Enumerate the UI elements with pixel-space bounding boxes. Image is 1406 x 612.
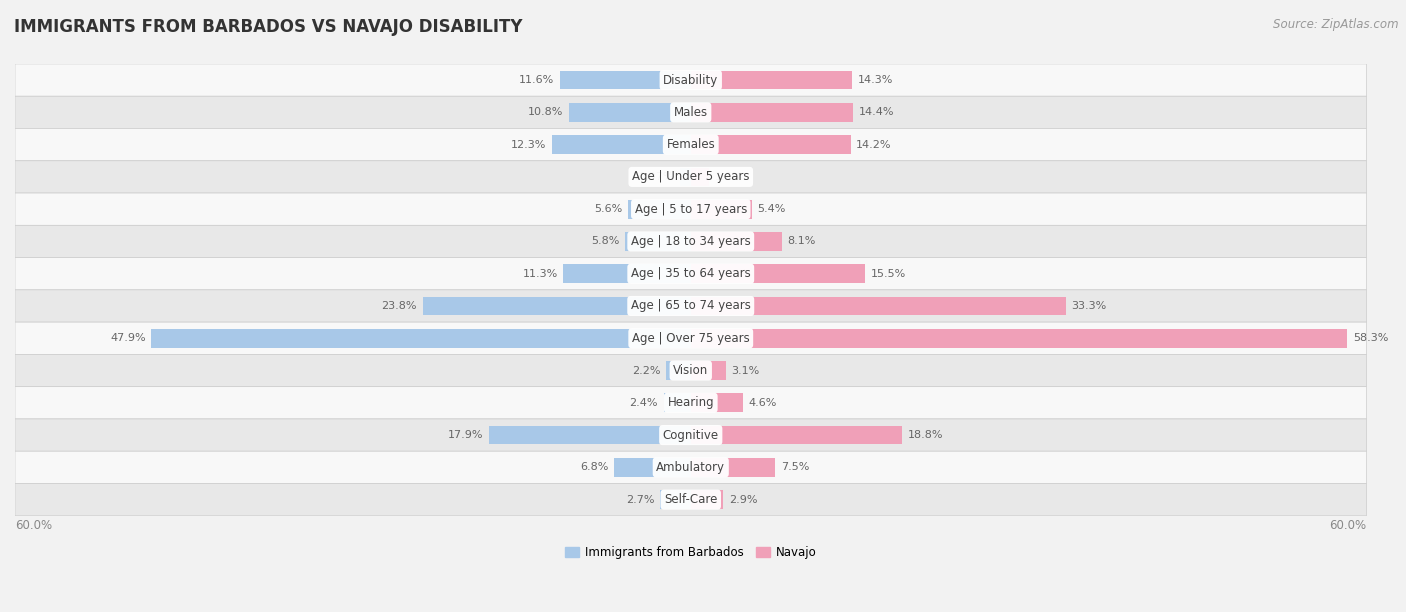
Bar xyxy=(690,103,853,122)
Text: 5.4%: 5.4% xyxy=(758,204,786,214)
Bar xyxy=(627,200,690,218)
Bar xyxy=(690,394,742,412)
FancyBboxPatch shape xyxy=(15,258,1367,290)
Bar xyxy=(690,200,752,218)
Text: 11.6%: 11.6% xyxy=(519,75,554,85)
Text: Age | 65 to 74 years: Age | 65 to 74 years xyxy=(631,299,751,313)
Bar xyxy=(690,490,724,509)
Bar xyxy=(681,168,690,186)
Bar xyxy=(152,329,690,348)
FancyBboxPatch shape xyxy=(15,419,1367,451)
FancyBboxPatch shape xyxy=(15,129,1367,161)
Bar xyxy=(569,103,690,122)
Bar xyxy=(690,135,851,154)
FancyBboxPatch shape xyxy=(15,322,1367,354)
Bar xyxy=(553,135,690,154)
Text: Age | Under 5 years: Age | Under 5 years xyxy=(633,170,749,184)
Text: 10.8%: 10.8% xyxy=(529,107,564,118)
FancyBboxPatch shape xyxy=(15,387,1367,419)
Bar xyxy=(564,264,690,283)
Bar xyxy=(666,361,690,380)
Text: 2.9%: 2.9% xyxy=(730,494,758,505)
Text: 15.5%: 15.5% xyxy=(870,269,907,278)
FancyBboxPatch shape xyxy=(15,354,1367,387)
FancyBboxPatch shape xyxy=(15,96,1367,129)
Legend: Immigrants from Barbados, Navajo: Immigrants from Barbados, Navajo xyxy=(561,542,821,564)
Bar xyxy=(423,297,690,315)
Text: 47.9%: 47.9% xyxy=(110,334,146,343)
Text: 5.8%: 5.8% xyxy=(592,236,620,247)
Text: 14.2%: 14.2% xyxy=(856,140,891,150)
Text: Hearing: Hearing xyxy=(668,397,714,409)
Bar xyxy=(661,490,690,509)
Bar xyxy=(664,394,690,412)
Text: 60.0%: 60.0% xyxy=(15,519,52,532)
Text: 0.97%: 0.97% xyxy=(638,172,675,182)
Text: 4.6%: 4.6% xyxy=(748,398,776,408)
Bar xyxy=(690,329,1347,348)
Text: Ambulatory: Ambulatory xyxy=(657,461,725,474)
Text: 6.8%: 6.8% xyxy=(581,462,609,472)
Bar xyxy=(690,232,782,251)
Text: Self-Care: Self-Care xyxy=(664,493,717,506)
Text: Source: ZipAtlas.com: Source: ZipAtlas.com xyxy=(1274,18,1399,31)
Text: 33.3%: 33.3% xyxy=(1071,301,1107,311)
Text: Cognitive: Cognitive xyxy=(662,428,718,442)
Text: 3.1%: 3.1% xyxy=(731,365,759,376)
Bar xyxy=(690,426,903,444)
Text: 2.7%: 2.7% xyxy=(626,494,655,505)
Text: 1.6%: 1.6% xyxy=(714,172,742,182)
Text: Age | 35 to 64 years: Age | 35 to 64 years xyxy=(631,267,751,280)
FancyBboxPatch shape xyxy=(15,225,1367,258)
Text: 17.9%: 17.9% xyxy=(449,430,484,440)
Text: 8.1%: 8.1% xyxy=(787,236,815,247)
Text: Disability: Disability xyxy=(664,73,718,86)
Text: 14.3%: 14.3% xyxy=(858,75,893,85)
Text: 58.3%: 58.3% xyxy=(1353,334,1388,343)
Text: 11.3%: 11.3% xyxy=(523,269,558,278)
Text: 12.3%: 12.3% xyxy=(512,140,547,150)
Bar xyxy=(690,361,725,380)
Bar xyxy=(690,168,709,186)
Text: 5.6%: 5.6% xyxy=(593,204,621,214)
Text: Age | Over 75 years: Age | Over 75 years xyxy=(631,332,749,345)
FancyBboxPatch shape xyxy=(15,483,1367,516)
Bar xyxy=(690,297,1066,315)
Text: 2.4%: 2.4% xyxy=(630,398,658,408)
Bar xyxy=(489,426,690,444)
FancyBboxPatch shape xyxy=(15,161,1367,193)
FancyBboxPatch shape xyxy=(15,64,1367,96)
Text: IMMIGRANTS FROM BARBADOS VS NAVAJO DISABILITY: IMMIGRANTS FROM BARBADOS VS NAVAJO DISAB… xyxy=(14,18,523,36)
FancyBboxPatch shape xyxy=(15,193,1367,225)
Bar xyxy=(626,232,690,251)
Text: Age | 5 to 17 years: Age | 5 to 17 years xyxy=(634,203,747,215)
Text: 18.8%: 18.8% xyxy=(908,430,943,440)
Text: 7.5%: 7.5% xyxy=(780,462,810,472)
Bar xyxy=(560,71,690,89)
Bar xyxy=(690,458,775,477)
Text: 60.0%: 60.0% xyxy=(1330,519,1367,532)
Bar xyxy=(690,264,865,283)
Bar xyxy=(690,71,852,89)
FancyBboxPatch shape xyxy=(15,290,1367,322)
Text: 2.2%: 2.2% xyxy=(631,365,661,376)
Text: Vision: Vision xyxy=(673,364,709,377)
FancyBboxPatch shape xyxy=(15,451,1367,483)
Text: Age | 18 to 34 years: Age | 18 to 34 years xyxy=(631,235,751,248)
Text: Females: Females xyxy=(666,138,716,151)
Text: 14.4%: 14.4% xyxy=(859,107,894,118)
Bar xyxy=(614,458,690,477)
Text: Males: Males xyxy=(673,106,707,119)
Text: 23.8%: 23.8% xyxy=(381,301,418,311)
